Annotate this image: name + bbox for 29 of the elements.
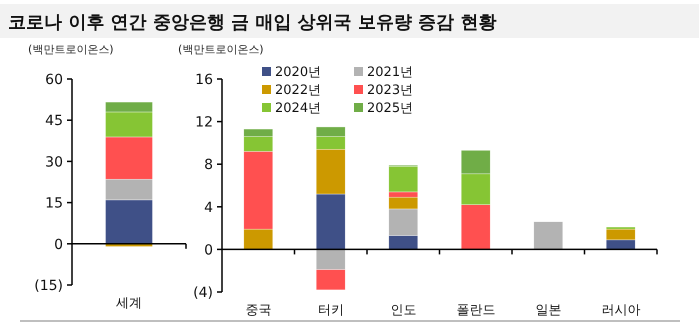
y-tick-label: 0: [204, 242, 213, 258]
y-axis-title: (백만트로이온스): [178, 43, 264, 56]
legend-label: 2025년: [367, 101, 414, 116]
y-tick-label: 4: [204, 200, 214, 216]
legend-label: 2023년: [367, 83, 414, 98]
y-tick-label: 45: [45, 113, 63, 130]
legend-label: 2024년: [275, 101, 322, 116]
y-tick-label: 15: [45, 196, 63, 212]
x-tick-label: 러시아: [601, 303, 640, 318]
bar: [533, 221, 564, 250]
x-tick-label: 인도: [390, 303, 416, 318]
y-tick-label: 16: [195, 72, 214, 88]
y-tick-label: 60: [45, 72, 63, 88]
y-axis-title: (백만트로이온스): [28, 43, 114, 56]
legend-label: 2020년: [275, 65, 322, 80]
x-tick-label: 터키: [318, 303, 344, 318]
y-tick-label: 8: [204, 157, 213, 174]
text: 코로나 이후 연간 중앙은행 금 매입 상위국 보유량 증감 현황: [8, 12, 496, 33]
x-tick-label: 중국: [245, 303, 272, 318]
x-tick-label: 폴란드: [456, 303, 496, 318]
x-tick-label: 일본: [535, 303, 562, 318]
x-tick-label: 세계: [116, 296, 142, 311]
y-tick-label: (15): [34, 278, 63, 294]
y-tick-label: 0: [54, 236, 63, 253]
y-tick-label: (4): [193, 285, 213, 301]
legend-label: 2022년: [275, 83, 322, 98]
y-tick-label: 30: [45, 154, 63, 170]
y-tick-label: 12: [195, 114, 213, 131]
legend-label: 2021년: [367, 65, 414, 80]
